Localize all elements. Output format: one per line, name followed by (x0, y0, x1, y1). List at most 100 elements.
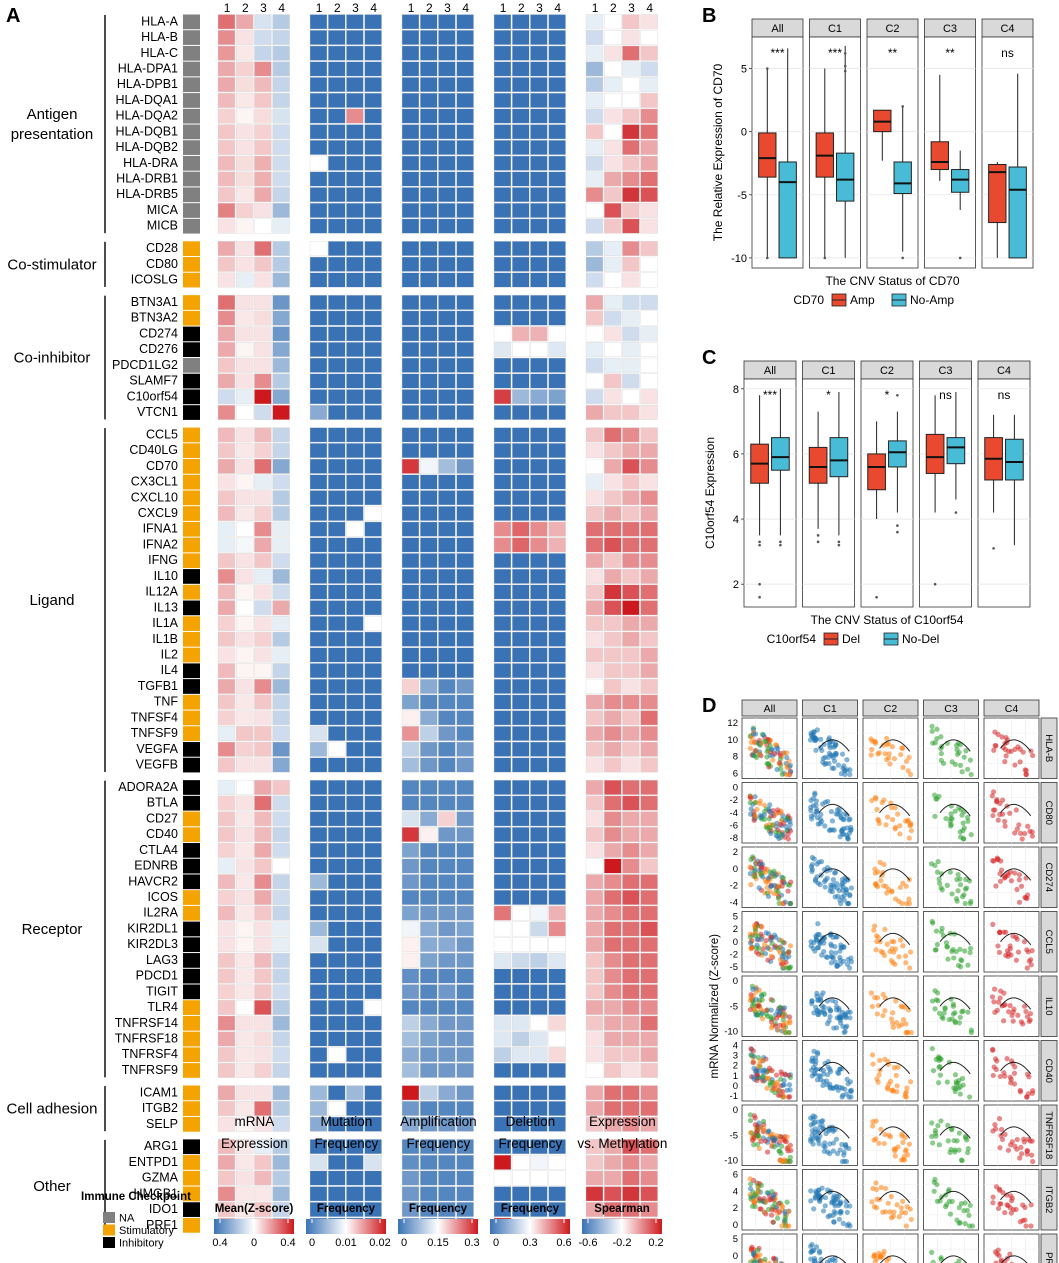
scatter-point (754, 945, 760, 951)
section-title: Co-stimulator (7, 256, 96, 273)
heatmap-cell (512, 842, 530, 858)
scatter-point (880, 869, 886, 876)
scatter-point (942, 1006, 948, 1012)
heatmap-cell (217, 984, 236, 1000)
heatmap-cell (401, 1000, 420, 1015)
heatmap-cell (493, 187, 512, 203)
scatter-point (956, 1258, 962, 1263)
scatter-point (900, 764, 906, 770)
panel-letter-a: A (6, 5, 20, 27)
heatmap-cell (254, 272, 272, 288)
scatter-point (768, 953, 774, 959)
heatmap-cell (493, 1000, 512, 1015)
heatmap-cell (420, 14, 438, 30)
scatter-point (764, 1149, 771, 1155)
scatter-point (889, 946, 895, 952)
heatmap-cell (420, 600, 438, 616)
facet-label: C2 (884, 703, 898, 715)
heatmap-cell (328, 92, 346, 108)
scatter-point (839, 751, 846, 757)
scatter-point (788, 879, 794, 885)
heatmap-cell (622, 1062, 640, 1078)
heatmap-cell (420, 694, 438, 710)
scatter-point (826, 735, 832, 741)
heatmap-cell (512, 1154, 530, 1170)
scatter-point (847, 816, 853, 822)
facet-label: All (764, 703, 776, 715)
heatmap-cell (272, 921, 290, 937)
heatmap-cell (420, 537, 438, 553)
heatmap-cell (512, 342, 530, 358)
heatmap-cell (217, 310, 236, 326)
heatmap-cell (512, 14, 530, 30)
heatmap-cell (438, 616, 456, 631)
scatter-point (960, 836, 966, 842)
heatmap-cell (364, 357, 382, 373)
scatter-point (787, 1094, 793, 1100)
heatmap-cell (235, 443, 254, 459)
heatmap-cell (235, 553, 254, 569)
heatmap-cell (272, 757, 290, 773)
heatmap-cell (401, 631, 420, 647)
gene-label: CD276 (139, 342, 178, 356)
scatter-point (837, 1147, 843, 1153)
heatmap-cell (585, 92, 604, 108)
heatmap-cell (640, 1085, 658, 1101)
heatmap-cell (346, 61, 364, 77)
heatmap-cell (309, 521, 328, 537)
heatmap-cell (346, 1101, 364, 1116)
heatmap-cell (622, 155, 640, 171)
scatter-point (749, 1052, 755, 1058)
heatmap-cell (272, 404, 290, 420)
scatter-point (957, 946, 963, 952)
checkpoint-cell (183, 1217, 200, 1233)
heatmap-cell (420, 1085, 438, 1101)
heatmap-cell (401, 326, 420, 342)
row-label: CD80 (1043, 801, 1054, 825)
heatmap-cell (401, 1015, 420, 1031)
heatmap-cell (401, 490, 420, 506)
heatmap-cell (346, 858, 364, 874)
scatter-point (836, 1070, 842, 1077)
heatmap-cell (309, 310, 328, 326)
y-tick-label: 4 (733, 514, 739, 526)
scatter-point (934, 796, 940, 802)
heatmap-cell (438, 77, 456, 93)
scatter-point (944, 944, 951, 950)
row-label: CCL5 (1043, 930, 1054, 954)
scatter-point (877, 859, 883, 865)
heatmap-cell (420, 171, 438, 187)
heatmap-cell (217, 811, 236, 827)
heatmap-cell (548, 726, 566, 742)
heatmap-cell (364, 616, 382, 631)
heatmap-cell (328, 568, 346, 584)
heatmap-cell (420, 726, 438, 742)
checkpoint-cell (183, 310, 200, 326)
heatmap-cell (512, 124, 530, 140)
scatter-point (872, 923, 878, 929)
scatter-point (780, 939, 786, 945)
heatmap-cell (493, 553, 512, 569)
heatmap-cell (401, 757, 420, 773)
heatmap-cell (456, 584, 474, 600)
heatmap-cell (585, 1116, 604, 1132)
checkpoint-legend-label: Inhibitory (119, 1238, 164, 1250)
column-label: 3 (352, 1, 359, 15)
legend-label: Del (842, 632, 860, 646)
heatmap-cell (364, 1202, 382, 1217)
scatter-point (1016, 822, 1022, 828)
heatmap-cell (604, 1139, 622, 1155)
scatter-point (824, 875, 830, 881)
heatmap-cell (309, 968, 328, 984)
scatter-point (884, 1084, 891, 1091)
trend-line (818, 803, 850, 817)
heatmap-cell (420, 1186, 438, 1202)
heatmap-cell (585, 1202, 604, 1217)
scatter-point (890, 1024, 897, 1030)
heatmap-cell (585, 1186, 604, 1202)
row-label: HLA-B (1043, 734, 1054, 762)
gene-label: BTLA (147, 796, 179, 810)
heatmap-cell (640, 811, 658, 827)
scatter-point (833, 999, 839, 1005)
y-tick-label: -2 (730, 795, 738, 806)
